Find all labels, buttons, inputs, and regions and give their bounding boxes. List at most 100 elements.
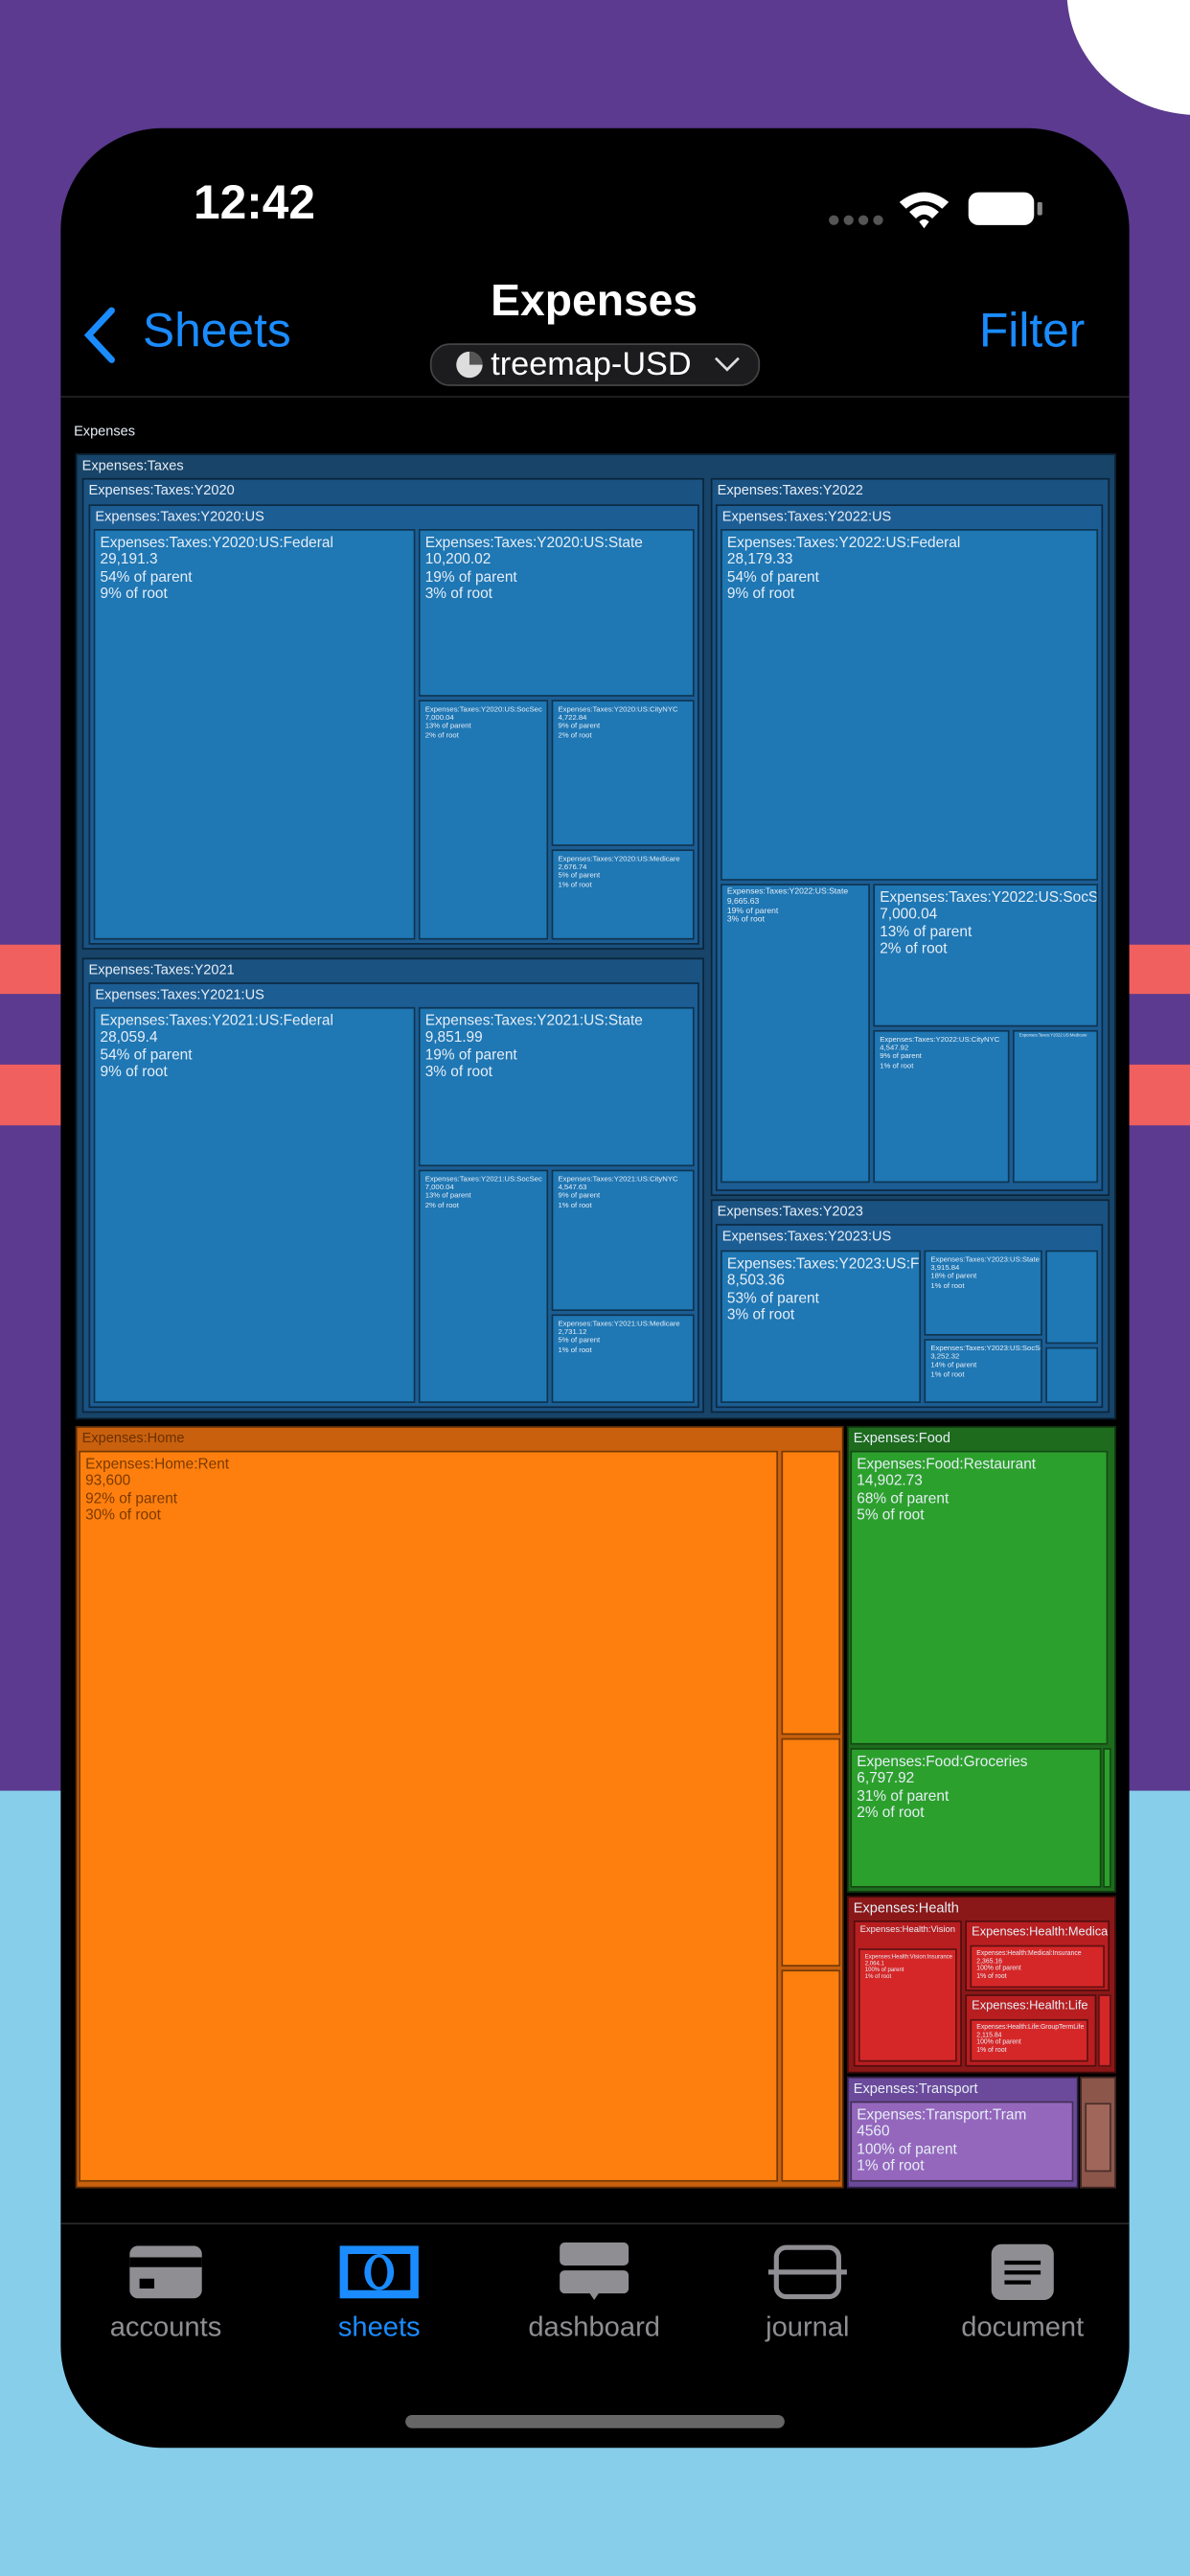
node-label: Expenses:Transport <box>853 2080 978 2097</box>
filter-button[interactable]: Filter <box>978 305 1086 358</box>
node-label: Expenses:Taxes:Y2020:US:State <box>424 534 643 551</box>
treemap-node <box>781 1737 841 1967</box>
node-label: Expenses:Taxes:Y2021 <box>88 960 235 978</box>
node-detail: 2% of root <box>880 939 948 956</box>
tab[interactable]: accounts <box>59 2242 273 2344</box>
node-detail: 2% of root <box>857 1804 925 1821</box>
node-detail: 7,000.04 <box>424 713 454 722</box>
node-detail: 8,503.36 <box>726 1272 785 1289</box>
node-detail: 100% of parent <box>864 1966 904 1973</box>
treemap-node: Expenses:Taxes:Y2023:US:Federal8,503.365… <box>721 1250 922 1404</box>
node-detail: 1% of root <box>930 1368 965 1378</box>
tab[interactable]: dashboard <box>488 2242 701 2344</box>
tab[interactable]: journal <box>700 2242 914 2344</box>
node-label: Expenses:Taxes:Y2020:US <box>95 507 264 524</box>
node-label: Expenses:Health:Life:GroupTermLife <box>976 2022 1085 2031</box>
treemap-node: Expenses:Food:Groceries 6,797.92 31% of pa… <box>850 1748 1102 1888</box>
treemap-node: Expenses:Home:Rent 93,600 92% of parent 30%… <box>79 1450 779 2182</box>
node-detail: 2,064.1 <box>864 1960 884 1967</box>
tab-icon <box>129 2245 202 2299</box>
back-chevron[interactable] <box>79 306 122 365</box>
node-detail: 18% of parent <box>930 1272 977 1281</box>
node-label: Expenses:Taxes:Y2022:US:State <box>726 886 849 898</box>
treemap-node: Expenses:Taxes:Y2020:US:Medicare 2,676.74… <box>551 849 695 940</box>
node-detail: 100% of parent <box>857 2140 957 2157</box>
node-detail: 93,600 <box>85 1472 131 1489</box>
treemap-node: Expenses:Taxes:Y2022:US:SocSec 7,000.04 13… <box>873 884 1099 1027</box>
tab[interactable]: sheets <box>272 2242 486 2344</box>
treemap-node: Expenses:Health:Medical:Insurance 2,365.1… <box>970 1944 1105 1989</box>
treemap-node: Expenses:Taxes:Y2023:US:SocSec 3,252.32 14… <box>924 1339 1042 1404</box>
node-detail: 5% of root <box>857 1506 925 1524</box>
node-label: Expenses:Taxes:Y2021:US <box>95 985 264 1002</box>
node-label: Expenses:Health:Life <box>972 1997 1088 2013</box>
status-icons <box>829 192 1042 229</box>
node-detail: 3,915.84 <box>930 1263 960 1273</box>
tab-icon <box>767 2244 847 2300</box>
tab-label: dashboard <box>528 2312 660 2343</box>
node-detail: 5% of parent <box>558 1336 601 1345</box>
separator <box>60 396 1130 398</box>
node-detail: 1% of root <box>558 1345 592 1353</box>
treemap-node: Expenses:Taxes:Y2020:US:SocSec 7,000.04 13… <box>418 700 549 940</box>
node-label: Expenses:Food:Restaurant <box>857 1455 1037 1473</box>
treemap-node: Expenses:Taxes:Y2020:US:State 10,200.02 19… <box>418 529 695 697</box>
treemap-node: Expenses:Taxes:Y2021:US:Federal 28,059.4 5… <box>93 1006 416 1404</box>
treemap-node: Expenses:Taxes:Y2022:US:State 9,665.63 19%… <box>721 884 870 1184</box>
node-label: Expenses:Taxes:Y2021:US:State <box>424 1012 643 1029</box>
node-detail: 4560 <box>857 2123 890 2140</box>
node-label: Expenses:Health:Vision:Insurance <box>864 1953 953 1961</box>
treemap-node <box>1045 1250 1099 1345</box>
nav-title: Expenses <box>491 276 698 326</box>
treemap-node: Expenses:Taxes:Y2023:US:State 3,915.84 18%… <box>924 1250 1042 1336</box>
node-label: Expenses:Taxes:Y2020:US:Medicare <box>558 854 680 863</box>
picker[interactable]: treemap-USD <box>429 343 761 386</box>
node-label: Expenses:Taxes:Y2022:US:Medicare <box>1018 1033 1087 1039</box>
node-label: Expenses:Taxes <box>81 456 184 473</box>
node-detail: 3% of root <box>726 1305 795 1323</box>
status-time: 12:42 <box>193 177 316 231</box>
node-detail: 9% of root <box>726 585 795 602</box>
treemap-node: Expenses:Taxes:Y2022:US:Federal 28,179.33… <box>721 529 1099 881</box>
node-label: Expenses:Health:Medical:Insurance <box>976 1948 1082 1957</box>
node-label: Expenses:Health:Medical <box>972 1923 1110 1939</box>
node-detail: 2% of root <box>424 730 459 739</box>
tab[interactable]: document <box>916 2242 1130 2344</box>
treemap-node: Expenses:Taxes:Y2021:US:State 9,851.99 19%… <box>418 1006 695 1167</box>
tab-label: journal <box>766 2312 850 2343</box>
node-label: Expenses:Taxes:Y2022:US:Federal <box>726 534 961 551</box>
tab-label: document <box>961 2312 1085 2343</box>
picker-chevron <box>714 356 740 372</box>
node-label: Expenses:Transport:Tram <box>857 2105 1027 2123</box>
treemap-node: Expenses:Taxes:Y2021:US:CityNYC 4,547.63 9… <box>551 1169 695 1312</box>
node-label: Expenses:Taxes:Y2023:US:SocSec <box>930 1344 1042 1352</box>
node-detail: 2,365.16 <box>976 1956 1002 1965</box>
node-detail: 100% of parent <box>976 1963 1021 1972</box>
treemap-node: Expenses:Taxes:Y2021:US:SocSec 7,000.04 13… <box>418 1169 549 1404</box>
node-detail: 4,547.63 <box>558 1183 587 1192</box>
node-detail: 30% of root <box>85 1506 161 1524</box>
node-label: Expenses:Taxes:Y2022 <box>717 481 863 498</box>
treemap-node <box>781 1450 841 1736</box>
node-detail: 2,676.74 <box>558 862 587 871</box>
tab-icon <box>560 2242 629 2301</box>
node-detail: 100% of parent <box>976 2037 1021 2046</box>
node-detail: 1% of root <box>930 1280 965 1289</box>
back-button[interactable]: Sheets <box>143 305 291 358</box>
node-label: Expenses:Taxes:Y2021:US:SocSec <box>424 1174 542 1184</box>
node-detail: 9,851.99 <box>424 1028 483 1046</box>
node-detail: 10,200.02 <box>424 550 492 568</box>
node-detail: 54% of parent <box>100 1046 193 1063</box>
node-detail: 1% of root <box>864 1972 892 1980</box>
node-label: Expenses:Taxes:Y2020:US:CityNYC <box>558 704 678 714</box>
picker-label: treemap-USD <box>491 346 692 383</box>
treemap-node <box>1098 1994 1111 2067</box>
node-label: Expenses:Food:Groceries <box>857 1753 1028 1770</box>
node-label: Expenses:Taxes:Y2020:US:SocSec <box>424 704 542 714</box>
tab-label: accounts <box>109 2312 222 2343</box>
treemap-node <box>781 1969 841 2182</box>
node-detail: 92% of parent <box>85 1489 178 1506</box>
treemap-node: Expenses:Food:Restaurant 14,902.73 68% of … <box>850 1450 1109 1745</box>
